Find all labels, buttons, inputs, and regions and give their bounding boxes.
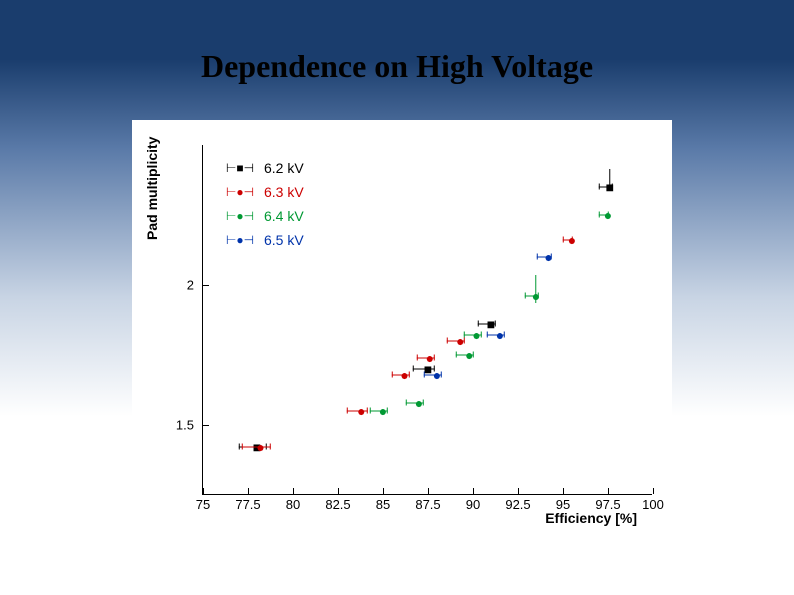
- x-tick: [428, 488, 429, 494]
- data-point: ●: [604, 208, 612, 222]
- x-tick-label: 90: [466, 497, 480, 512]
- data-point: ●: [568, 233, 576, 247]
- marker-icon: ●: [472, 328, 480, 342]
- marker-icon: ■: [487, 317, 495, 331]
- data-point: ●: [532, 289, 540, 303]
- legend-item: ⊢●⊣6.5 kV: [222, 232, 304, 248]
- x-tick-label: 75: [196, 497, 210, 512]
- x-tick-label: 82.5: [325, 497, 350, 512]
- marker-icon: ●: [379, 404, 387, 418]
- data-point: ●: [400, 368, 408, 382]
- legend-marker-icon: ⊢●⊣: [222, 210, 258, 222]
- x-tick-label: 80: [286, 497, 300, 512]
- data-point: ●: [256, 440, 264, 454]
- x-tick-label: 85: [376, 497, 390, 512]
- x-tick-label: 92.5: [505, 497, 530, 512]
- data-point: ●: [465, 348, 473, 362]
- x-tick: [338, 488, 339, 494]
- marker-icon: ●: [357, 404, 365, 418]
- x-tick: [473, 488, 474, 494]
- data-point: ●: [426, 351, 434, 365]
- page-title: Dependence on High Voltage: [0, 0, 794, 85]
- data-point: ●: [379, 404, 387, 418]
- x-tick: [608, 488, 609, 494]
- marker-icon: ●: [256, 440, 264, 454]
- legend-marker-icon: ⊢●⊣: [222, 186, 258, 198]
- x-tick-label: 77.5: [235, 497, 260, 512]
- y-tick-label: 2: [187, 278, 194, 293]
- marker-icon: ●: [426, 351, 434, 365]
- chart-panel: Pad multiplicity Efficiency [%] 75 77.5 80…: [132, 120, 672, 530]
- data-point: ●: [415, 396, 423, 410]
- legend-marker-icon: ⊢●⊣: [222, 234, 258, 246]
- data-point: ●: [433, 368, 441, 382]
- marker-icon: ●: [465, 348, 473, 362]
- x-tick: [383, 488, 384, 494]
- marker-icon: ●: [568, 233, 576, 247]
- x-tick-label: 97.5: [595, 497, 620, 512]
- marker-icon: ●: [496, 328, 504, 342]
- x-tick: [653, 488, 654, 494]
- data-point: ■: [606, 180, 614, 194]
- legend-label: 6.3 kV: [258, 184, 304, 200]
- marker-icon: ●: [544, 250, 552, 264]
- x-tick: [203, 488, 204, 494]
- legend-label: 6.4 kV: [258, 208, 304, 224]
- x-tick: [293, 488, 294, 494]
- legend-marker-icon: ⊢■⊣: [222, 162, 258, 174]
- legend: ⊢■⊣6.2 kV⊢●⊣6.3 kV⊢●⊣6.4 kV⊢●⊣6.5 kV: [222, 160, 304, 256]
- x-tick-label: 100: [642, 497, 664, 512]
- legend-item: ⊢●⊣6.4 kV: [222, 208, 304, 224]
- y-axis-label: Pad multiplicity: [144, 137, 160, 240]
- x-tick: [248, 488, 249, 494]
- x-axis-label: Efficiency [%]: [545, 510, 637, 526]
- marker-icon: ●: [400, 368, 408, 382]
- x-tick-label: 95: [556, 497, 570, 512]
- marker-icon: ●: [604, 208, 612, 222]
- x-tick: [563, 488, 564, 494]
- y-tick: [203, 285, 209, 286]
- legend-item: ⊢■⊣6.2 kV: [222, 160, 304, 176]
- y-tick: [203, 425, 209, 426]
- y-tick-label: 1.5: [176, 418, 194, 433]
- data-point: ●: [357, 404, 365, 418]
- marker-icon: ●: [532, 289, 540, 303]
- x-tick: [518, 488, 519, 494]
- marker-icon: ■: [606, 180, 614, 194]
- legend-item: ⊢●⊣6.3 kV: [222, 184, 304, 200]
- data-point: ●: [496, 328, 504, 342]
- legend-label: 6.5 kV: [258, 232, 304, 248]
- data-point: ●: [544, 250, 552, 264]
- marker-icon: ●: [415, 396, 423, 410]
- marker-icon: ●: [433, 368, 441, 382]
- x-tick-label: 87.5: [415, 497, 440, 512]
- legend-label: 6.2 kV: [258, 160, 304, 176]
- data-point: ●: [472, 328, 480, 342]
- data-point: ■: [487, 317, 495, 331]
